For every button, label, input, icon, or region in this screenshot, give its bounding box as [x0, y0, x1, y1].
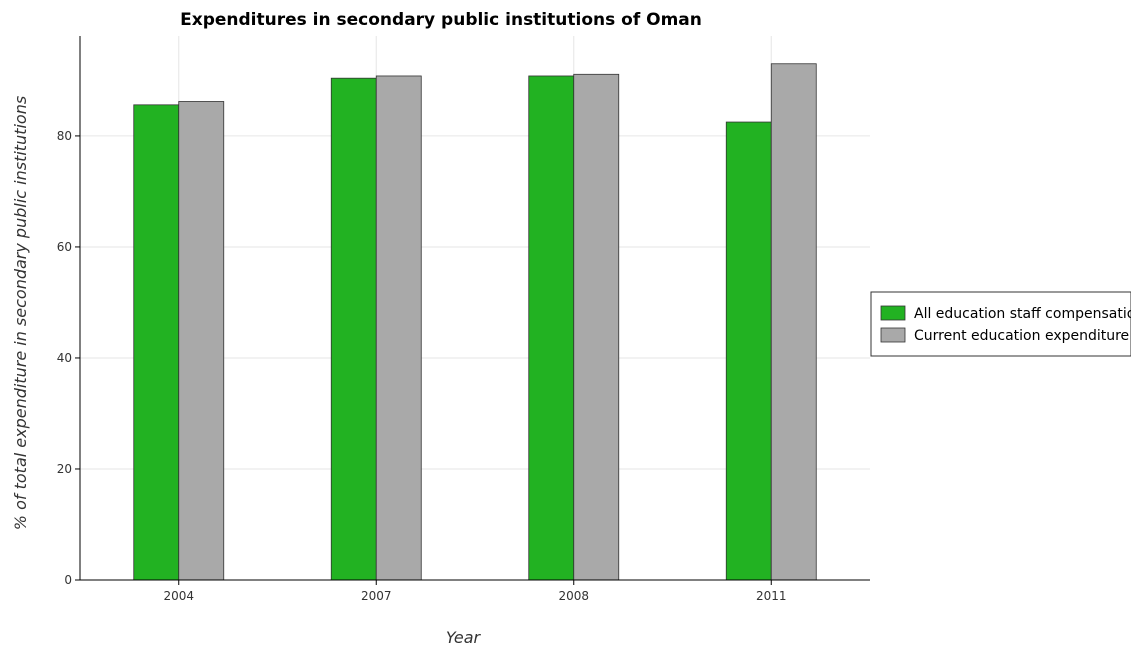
y-tick-label: 80 [57, 129, 72, 143]
legend-label: Current education expenditure [914, 328, 1129, 344]
bar-current-expenditure-2008 [573, 73, 620, 581]
y-tick-label: 20 [57, 462, 72, 476]
axes: 0 20 40 60 80 2004 2007 2008 2011 [57, 36, 870, 603]
x-axis-label: Year [446, 628, 482, 647]
x-tick-label: 2007 [361, 589, 392, 603]
y-tick-label: 0 [64, 573, 72, 587]
legend-swatch [880, 327, 906, 343]
bar-staff-compensation-2008 [528, 75, 575, 581]
bar-staff-compensation-2004 [133, 104, 180, 581]
y-tick-label: 40 [57, 351, 72, 365]
bars [133, 63, 817, 581]
y-tick-label: 60 [57, 240, 72, 254]
bar-current-expenditure-2011 [770, 63, 817, 581]
chart-title: Expenditures in secondary public institu… [180, 10, 702, 30]
legend-swatch [880, 305, 906, 321]
legend-box [870, 291, 1131, 357]
legend: All education staff compensation Current … [870, 291, 1131, 357]
bar-staff-compensation-2011 [725, 121, 772, 581]
x-tick-label: 2008 [558, 589, 589, 603]
y-axis-label: % of total expenditure in secondary publ… [11, 96, 30, 530]
x-tick-label: 2011 [756, 589, 787, 603]
bar-staff-compensation-2007 [330, 77, 377, 581]
bar-current-expenditure-2007 [375, 75, 422, 581]
bar-current-expenditure-2004 [178, 101, 225, 581]
legend-label: All education staff compensation [914, 306, 1131, 322]
x-tick-label: 2004 [163, 589, 194, 603]
